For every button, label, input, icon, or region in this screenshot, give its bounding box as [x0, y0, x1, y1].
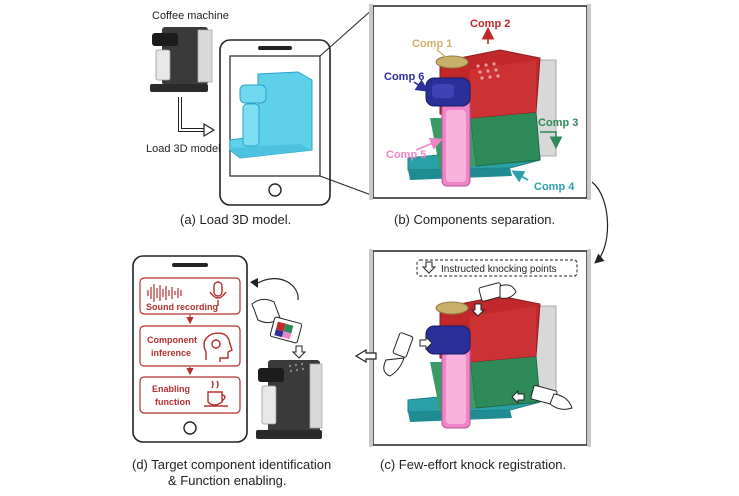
- caption-a: (a) Load 3D model.: [180, 212, 291, 227]
- down-arrow-icon: [421, 261, 437, 274]
- comp-2-label: Comp 2: [470, 18, 510, 30]
- comp-6-label: Comp 6: [384, 71, 424, 83]
- hand-phone-top: [478, 282, 517, 302]
- comp-3-label: Comp 3: [538, 117, 578, 129]
- enabling-label-line1: Enabling: [152, 384, 190, 394]
- caption-c: (c) Few-effort knock registration.: [380, 457, 566, 472]
- knocking-legend-box: [416, 259, 578, 277]
- waveform-icon: [147, 284, 182, 302]
- panel-c: Instructed knocking points: [369, 249, 591, 472]
- segmented-machine-c: [407, 295, 557, 429]
- comp-5-label: Comp 5: [386, 149, 426, 161]
- knock-point-top: [470, 303, 486, 317]
- knocking-legend-label: Instructed knocking points: [441, 264, 557, 275]
- knock-point-right: [511, 389, 525, 405]
- hand-phone-left: [383, 332, 414, 377]
- zoom-line-top: [319, 7, 375, 57]
- microphone-icon: [209, 281, 227, 306]
- coffee-machine-photo: [150, 27, 213, 92]
- segmented-machine-b: [407, 49, 557, 187]
- panel-b: Comp 2 Comp 1 Comp 6 Comp 3 Comp 5 Comp …: [369, 4, 591, 227]
- coffee-machine-label: Coffee machine: [152, 10, 229, 22]
- hand-phone-right: [530, 385, 573, 410]
- coffee-machine-photo-d: [256, 360, 323, 439]
- component-inference-box: [139, 325, 241, 367]
- caption-b: (b) Components separation.: [394, 212, 555, 227]
- flow-arrow-c-to-d: [354, 348, 377, 364]
- blue-3d-model: [229, 71, 313, 159]
- sound-recording-label: Sound recording: [146, 302, 218, 312]
- inference-label-line1: Component: [147, 335, 197, 345]
- comp-1-label: Comp 1: [412, 38, 452, 50]
- load-arrow: [178, 97, 205, 132]
- panel-d: Sound recording Component inference Enab…: [132, 255, 331, 488]
- enabling-function-box: [139, 376, 241, 414]
- sound-recording-box: [139, 277, 241, 315]
- knock-point-left: [419, 335, 433, 351]
- panel-a: Coffee machine Load 3D model (a: [146, 10, 331, 227]
- knock-down-arrow-d: [291, 345, 307, 359]
- brain-head-icon: [203, 332, 233, 362]
- flow-arrow-b-to-c: [591, 181, 609, 264]
- zoom-line-bottom: [319, 175, 375, 197]
- enabling-label-line2: function: [155, 397, 191, 407]
- caption-d-line2: & Function enabling.: [168, 473, 287, 488]
- coffee-cup-icon: [204, 380, 228, 407]
- inference-label-line2: inference: [151, 348, 191, 358]
- cycle-arrow: [255, 278, 299, 301]
- comp-4-label: Comp 4: [534, 181, 575, 193]
- hand-phone-d: [251, 298, 303, 344]
- load-3d-model-label: Load 3D model: [146, 143, 221, 155]
- caption-d-line1: (d) Target component identification: [132, 457, 331, 472]
